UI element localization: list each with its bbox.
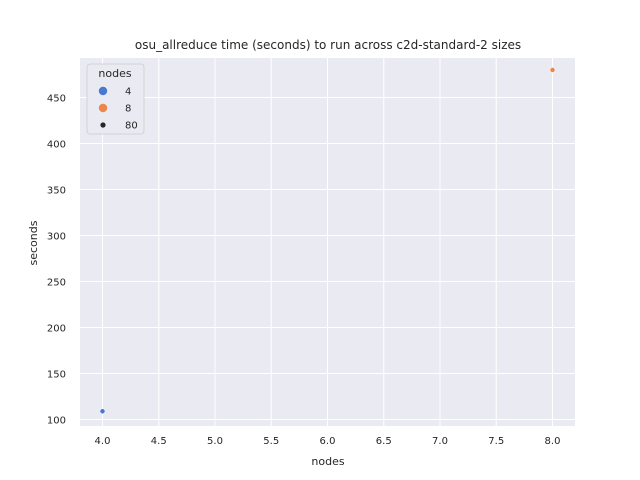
x-tick-label: 7.5	[488, 436, 504, 447]
x-tick-label: 5.0	[207, 436, 223, 447]
y-tick-label: 200	[47, 324, 66, 335]
legend-entries: 4 8 80	[98, 86, 138, 132]
x-tick-label: 6.5	[376, 436, 392, 447]
x-tick-label: 4.0	[95, 436, 111, 447]
data-point-8	[549, 67, 556, 73]
x-tick-label: 4.5	[151, 436, 167, 447]
legend-size-label: 80	[125, 121, 138, 132]
y-tick-label: 300	[47, 232, 66, 243]
chart-title: osu_allreduce time (seconds) to run acro…	[135, 38, 521, 52]
x-tick-label: 6.0	[320, 436, 336, 447]
data-point-4	[99, 408, 106, 415]
y-tick-label: 250	[47, 278, 66, 289]
legend-marker	[98, 86, 108, 96]
y-tick-labels: 100 150 200 250 300 350 400 450	[47, 94, 66, 427]
x-tick-label: 8.0	[545, 436, 561, 447]
y-tick-label: 400	[47, 140, 66, 151]
y-tick-label: 150	[47, 370, 66, 381]
legend-marker	[98, 103, 108, 113]
y-tick-label: 100	[47, 416, 66, 427]
x-tick-label: 5.5	[263, 436, 279, 447]
x-tick-labels: 4.0 4.5 5.0 5.5 6.0 6.5 7.0 7.5 8.0	[95, 436, 561, 447]
y-tick-label: 350	[47, 186, 66, 197]
y-gridlines	[80, 97, 575, 421]
x-axis-label: nodes	[311, 455, 344, 468]
x-tick-label: 7.0	[432, 436, 448, 447]
legend: nodes 4 8 80	[86, 63, 145, 135]
legend-box	[86, 63, 145, 135]
legend-title: nodes	[98, 67, 131, 80]
y-axis-label: seconds	[27, 220, 40, 265]
legend-label: 8	[125, 104, 131, 115]
legend-size-marker	[100, 122, 106, 128]
legend-label: 4	[125, 87, 131, 98]
y-tick-label: 450	[47, 94, 66, 105]
data-points	[99, 67, 556, 415]
